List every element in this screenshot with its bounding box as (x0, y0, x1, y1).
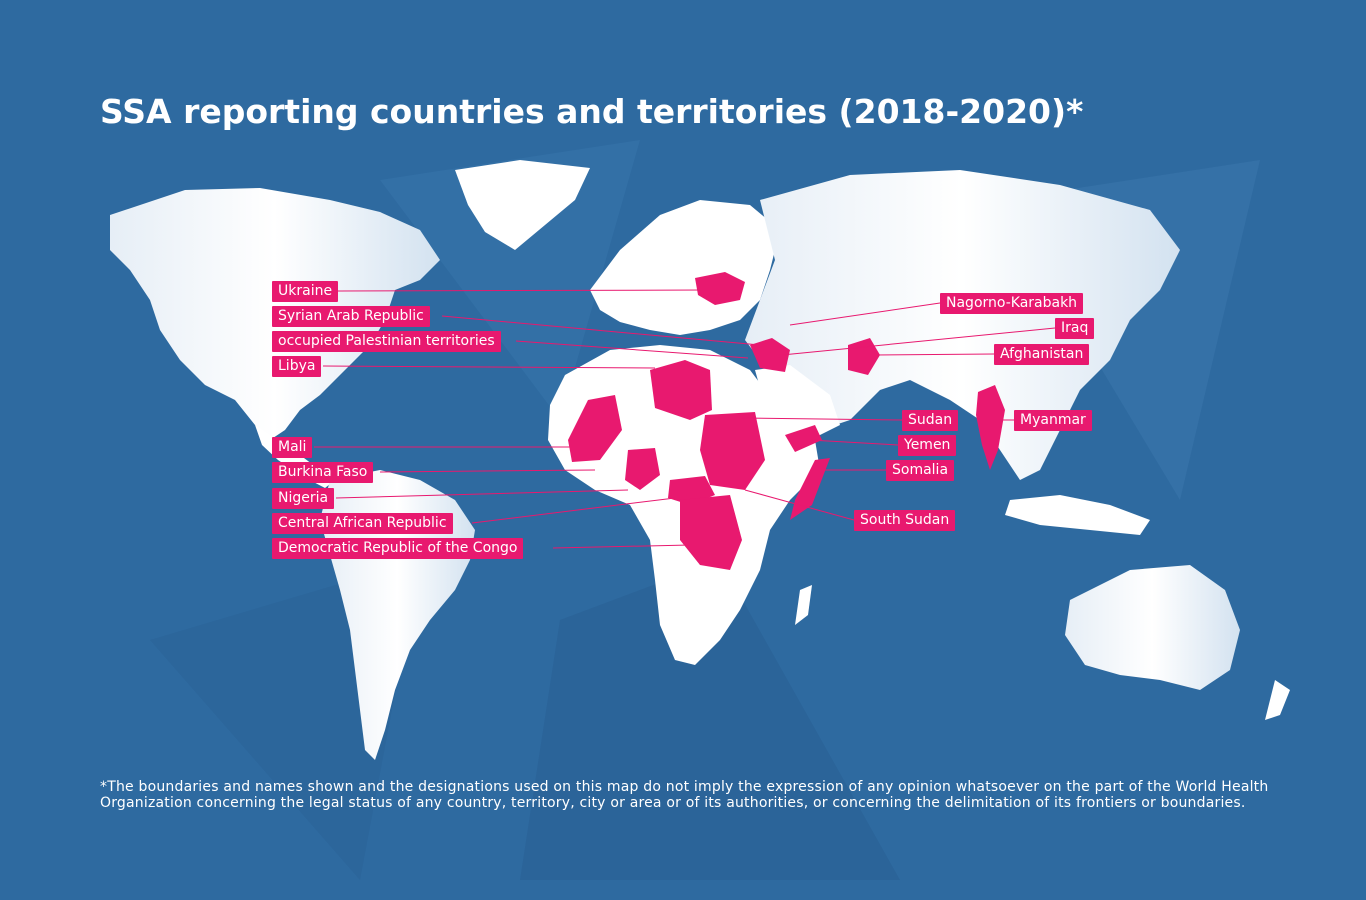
country-libya (650, 360, 712, 420)
label-libya: Libya (272, 356, 322, 377)
label-south-sudan: South Sudan (854, 510, 956, 531)
new-zealand (1265, 680, 1290, 720)
label-democratic-republic-of-the-congo: Democratic Republic of the Congo (272, 538, 524, 559)
country-ukraine (695, 272, 745, 305)
australia (1065, 565, 1240, 690)
map-title: SSA reporting countries and territories … (100, 92, 1084, 131)
label-somalia: Somalia (886, 460, 955, 481)
label-occupied-palestinian-territories: occupied Palestinian territories (272, 331, 501, 352)
country-syria-iraq (750, 338, 790, 372)
label-syrian-arab-republic: Syrian Arab Republic (272, 306, 430, 327)
label-afghanistan: Afghanistan (994, 344, 1090, 365)
label-myanmar: Myanmar (1014, 410, 1092, 431)
label-yemen: Yemen (898, 435, 957, 456)
country-myanmar (976, 385, 1005, 470)
label-nagorno-karabakh: Nagorno-Karabakh (940, 293, 1084, 314)
madagascar (795, 585, 812, 625)
country-yemen (785, 425, 822, 452)
label-iraq: Iraq (1055, 318, 1095, 339)
label-burkina-faso: Burkina Faso (272, 462, 374, 483)
label-sudan: Sudan (902, 410, 959, 431)
label-mali: Mali (272, 437, 313, 458)
country-mali (568, 395, 622, 462)
label-nigeria: Nigeria (272, 488, 335, 509)
arabia (755, 365, 840, 440)
country-drc (680, 495, 742, 570)
asia (745, 170, 1180, 480)
country-sudan-ss (700, 412, 765, 490)
indonesia (1005, 495, 1150, 535)
disclaimer-footnote: *The boundaries and names shown and the … (100, 779, 1269, 811)
europe (590, 200, 780, 335)
label-central-african-republic: Central African Republic (272, 513, 453, 534)
leader-lines (314, 289, 1056, 549)
greenland (455, 160, 590, 250)
country-somalia (790, 458, 830, 520)
country-nigeria (625, 448, 660, 490)
label-ukraine: Ukraine (272, 281, 339, 302)
